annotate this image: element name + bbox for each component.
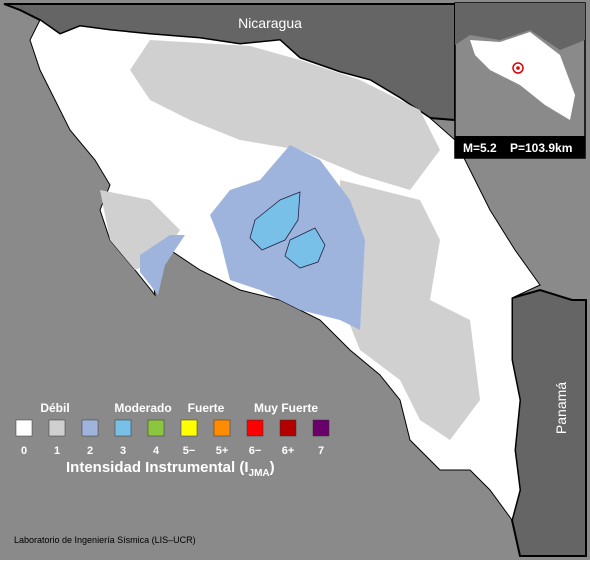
inset-costa-rica — [470, 32, 575, 120]
epicenter-marker — [512, 62, 524, 74]
epicenter-dot — [516, 66, 520, 70]
legend-swatch — [180, 419, 198, 437]
legend-class-label: 3 — [120, 445, 126, 457]
legend-swatch — [312, 419, 330, 437]
country-label: Nicaragua — [238, 15, 302, 31]
legend-title-sub: JMA — [249, 468, 270, 479]
legend-group: Fuerte — [188, 401, 225, 415]
intensity-1-south — [340, 180, 480, 440]
legend-class-label: 2 — [87, 445, 93, 457]
legend-class-label: 5− — [183, 445, 196, 457]
legend-class-label: 4 — [153, 445, 160, 457]
inset-map: M=5.2 P=103.9km — [454, 2, 586, 159]
legend-class-label: 0 — [21, 445, 27, 457]
magnitude: M=5.2 — [463, 141, 497, 155]
depth: P=103.9km — [510, 141, 572, 155]
credit: Laboratorio de Ingeniería Sísmica (LIS–U… — [14, 535, 196, 545]
legend-swatch — [48, 419, 66, 437]
intensity-2-nicoya — [140, 235, 185, 295]
inset-info-bar — [455, 136, 585, 158]
legend: Débil Moderado Fuerte Muy Fuerte Intensi… — [15, 401, 330, 479]
legend-swatch — [279, 419, 297, 437]
intensity-1-north — [130, 40, 440, 190]
legend-title-end: ) — [270, 459, 275, 476]
legend-class-label: 6+ — [282, 445, 295, 457]
legend-group: Muy Fuerte — [254, 401, 318, 415]
legend-swatch — [15, 419, 33, 437]
legend-class-label: 1 — [54, 445, 60, 457]
legend-group: Moderado — [114, 401, 171, 415]
legend-swatch — [114, 419, 132, 437]
legend-class-label: 5+ — [216, 445, 229, 457]
inset-nicaragua — [455, 3, 585, 50]
intensity-3-b — [284, 227, 326, 269]
legend-swatch — [246, 419, 264, 437]
legend-class-label: 6− — [249, 445, 262, 457]
legend-title-text: Intensidad Instrumental (I — [66, 459, 249, 476]
country-label: Panamá — [553, 382, 569, 434]
legend-swatch — [213, 419, 231, 437]
legend-class-label: 7 — [318, 445, 324, 457]
legend-title: Intensidad Instrumental (IJMA) — [66, 459, 275, 479]
intensity-2-area — [210, 145, 365, 330]
legend-swatch — [147, 419, 165, 437]
intensity-3-a — [249, 191, 301, 251]
legend-swatch — [81, 419, 99, 437]
legend-group: Débil — [40, 401, 69, 415]
panama-land — [510, 288, 587, 557]
